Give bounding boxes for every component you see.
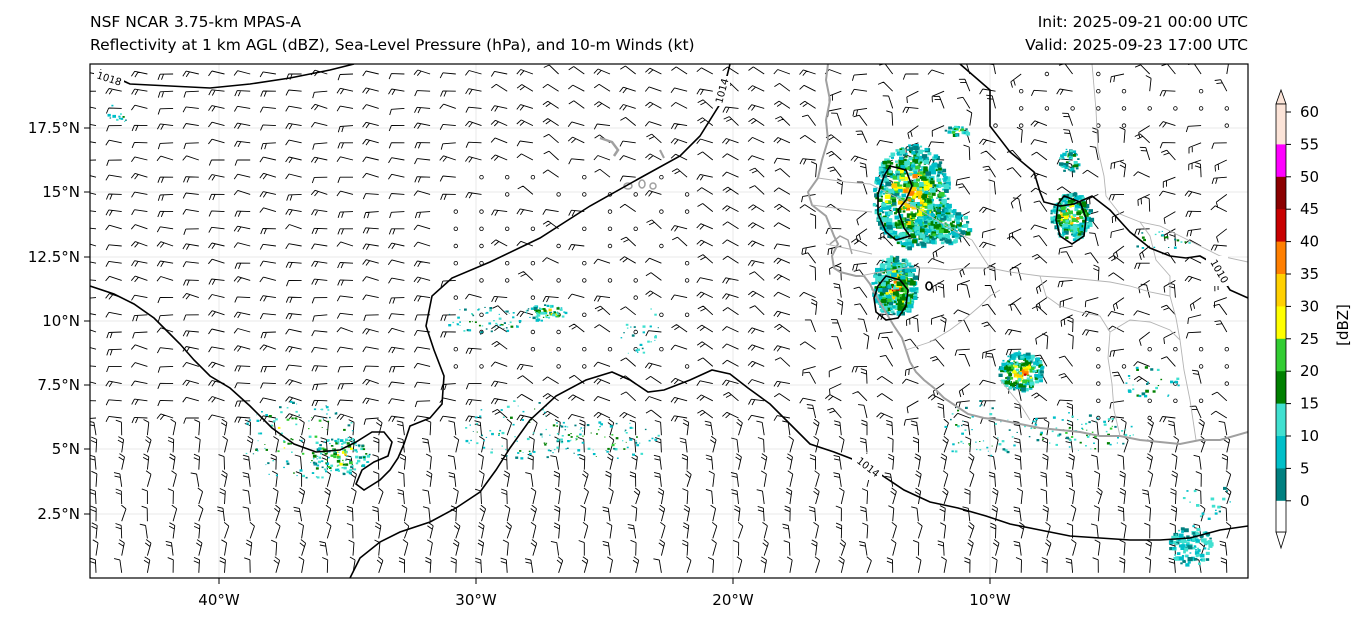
lat-axis [84,127,90,515]
colorbar-tick-label: 55 [1300,135,1319,153]
colorbar-tick-label: 35 [1300,265,1319,283]
colorbar-tick-label: 5 [1300,459,1310,477]
lat-tick-17-5n: 17.5°N [28,119,80,137]
colorbar-bin [1276,144,1286,178]
fields-title: Reflectivity at 1 km AGL (dBZ), Sea-Leve… [90,36,695,54]
lon-tick-30w: 30°W [455,591,497,609]
lat-tick-15n: 15°N [42,183,80,201]
colorbar-tick-label: 60 [1300,103,1319,121]
colorbar-tick-label: 40 [1300,233,1319,251]
colorbar-tick-label: 15 [1300,395,1319,413]
colorbar-bin [1276,241,1286,275]
colorbar-bin [1276,274,1286,307]
coastline [599,64,1248,446]
colorbar-extend-min [1275,531,1287,550]
colorbar-bin [1276,176,1286,210]
lon-tick-40w: 40°W [198,591,240,609]
isobars [90,64,1248,578]
lon-tick-10w: 10°W [969,591,1011,609]
isobar-labels: 1018 1014 1014 1010 [94,70,1230,480]
colorbar-bin [1276,468,1286,502]
colorbar-bin [1276,209,1286,243]
colorbar-tick-label: 30 [1300,297,1319,315]
valid-time: Valid: 2025-09-23 17:00 UTC [1025,36,1248,54]
lat-tick-5n: 5°N [52,440,80,458]
model-title: NSF NCAR 3.75-km MPAS-A [90,13,302,31]
lat-tick-7-5n: 7.5°N [37,376,80,394]
colorbar-tick-label: 0 [1300,492,1310,510]
colorbar-bin [1276,403,1286,437]
colorbar-bin [1276,112,1286,145]
map-grid [90,64,1248,578]
colorbar-bin [1276,436,1286,469]
lat-tick-10n: 10°N [42,312,80,330]
init-time: Init: 2025-09-21 00:00 UTC [1037,13,1248,31]
colorbar-tick-label: 20 [1300,362,1319,380]
colorbar-label: [dBZ] [1334,304,1352,346]
colorbar-bin [1276,306,1286,340]
country-borders [811,64,1248,441]
colorbar-extend-max [1275,88,1287,105]
colorbar-bin [1276,371,1286,405]
colorbar-tick-label: 10 [1300,427,1319,445]
lon-tick-20w: 20°W [712,591,754,609]
lat-tick-12-5n: 12.5°N [28,248,80,266]
reflectivity-field [107,104,1231,567]
colorbar-tick-label: 25 [1300,330,1319,348]
colorbar-bin [1276,338,1286,372]
lon-axis [218,578,991,584]
lat-tick-2-5n: 2.5°N [37,505,80,523]
wind-barbs [90,64,1232,573]
colorbar-tick-label: 45 [1300,200,1319,218]
colorbar-tick-label: 50 [1300,168,1319,186]
